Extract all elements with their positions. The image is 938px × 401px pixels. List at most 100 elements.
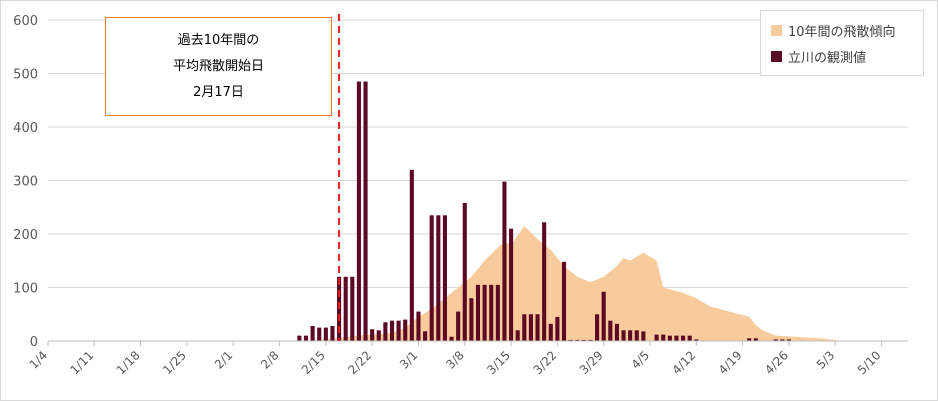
x-tick-label-2-1: 2/1 xyxy=(212,348,236,372)
x-tick-label-2-22: 2/22 xyxy=(345,348,374,377)
legend: 10年間の飛散傾向 立川の観測値 xyxy=(760,10,924,76)
bar-3-20 xyxy=(542,222,547,341)
bar-3-17 xyxy=(522,314,527,341)
bar-4-3 xyxy=(634,330,639,341)
y-tick-label-200: 200 xyxy=(13,228,38,243)
callout-line-3: 2月17日 xyxy=(193,84,244,100)
x-tick-label-3-1: 3/1 xyxy=(397,348,421,372)
x-tick-label-3-15: 3/15 xyxy=(484,348,513,377)
bar-3-13 xyxy=(495,284,500,341)
bar-4-26 xyxy=(786,339,791,341)
bar-4-8 xyxy=(667,335,672,341)
bar-4-1 xyxy=(621,330,626,341)
average-start-callout: 過去10年間の 平均飛散開始日 2月17日 xyxy=(105,17,332,116)
y-tick-label-100: 100 xyxy=(13,282,38,297)
observation-bars xyxy=(297,81,791,342)
x-tick-label-1-18: 1/18 xyxy=(114,348,143,377)
bar-4-9 xyxy=(674,335,679,341)
bar-3-2 xyxy=(423,331,428,341)
x-tick-label-5-3: 5/3 xyxy=(814,348,838,372)
bar-3-22 xyxy=(555,316,560,341)
legend-label-observed: 立川の観測値 xyxy=(788,50,867,66)
bar-2-25 xyxy=(389,320,395,341)
bar-3-14 xyxy=(502,181,507,341)
bar-3-3 xyxy=(429,215,434,341)
bar-4-2 xyxy=(628,330,633,341)
callout-line-2: 平均飛散開始日 xyxy=(172,58,264,74)
bar-4-7 xyxy=(661,334,666,341)
x-tick-label-5-10: 5/10 xyxy=(855,348,884,377)
bar-4-6 xyxy=(654,334,659,341)
bar-2-23 xyxy=(376,330,381,341)
x-tick-label-3-22: 3/22 xyxy=(531,348,560,377)
bar-2-14 xyxy=(317,327,322,342)
bar-3-26 xyxy=(581,339,586,341)
bar-3-25 xyxy=(575,339,580,341)
bar-3-1 xyxy=(416,311,421,341)
y-tick-label-400: 400 xyxy=(13,121,38,136)
bar-2-26 xyxy=(396,320,401,341)
x-tick-label-1-11: 1/11 xyxy=(67,348,96,377)
bar-2-16 xyxy=(330,326,335,341)
bar-4-4 xyxy=(641,331,646,341)
legend-item-observed: 立川の観測値 xyxy=(771,43,923,69)
bar-3-8 xyxy=(462,202,467,341)
x-tick-label-2-15: 2/15 xyxy=(299,348,328,377)
bar-3-23 xyxy=(561,261,567,341)
bar-3-31 xyxy=(614,323,619,341)
y-tick-label-500: 500 xyxy=(13,68,38,83)
x-tick-label-3-29: 3/29 xyxy=(577,348,606,377)
bar-4-25 xyxy=(780,339,785,341)
bar-4-12 xyxy=(694,339,699,341)
bar-2-13 xyxy=(310,326,315,341)
y-tick-label-600: 600 xyxy=(13,14,38,29)
bar-3-5 xyxy=(442,215,447,341)
bar-2-21 xyxy=(363,81,368,342)
bar-4-11 xyxy=(687,335,692,341)
legend-item-trend: 10年間の飛散傾向 xyxy=(771,17,923,43)
legend-swatch-trend xyxy=(771,24,782,36)
bar-2-24 xyxy=(383,322,388,341)
bar-3-27 xyxy=(588,339,593,341)
x-tick-label-2-8: 2/8 xyxy=(258,348,282,372)
bar-3-9 xyxy=(469,298,474,341)
x-tick-label-4-5: 4/5 xyxy=(629,348,653,372)
bar-3-30 xyxy=(608,320,613,341)
callout-line-1: 過去10年間の xyxy=(177,32,260,48)
bar-2-27 xyxy=(403,319,408,341)
y-tick-label-300: 300 xyxy=(13,175,38,190)
bar-3-21 xyxy=(548,323,553,341)
bar-4-21 xyxy=(753,338,758,341)
bar-4-20 xyxy=(747,338,752,341)
bar-4-24 xyxy=(773,339,778,341)
bar-3-18 xyxy=(528,314,533,341)
bar-3-12 xyxy=(489,284,494,341)
bar-4-10 xyxy=(681,335,686,341)
bar-2-18 xyxy=(343,276,348,341)
x-tick-label-1-4: 1/4 xyxy=(27,348,51,372)
bar-3-19 xyxy=(535,314,540,341)
bar-3-6 xyxy=(449,336,454,341)
bar-2-20 xyxy=(356,81,361,342)
bar-3-7 xyxy=(456,311,461,341)
bar-2-28 xyxy=(409,169,414,341)
legend-label-trend: 10年間の飛散傾向 xyxy=(788,24,896,40)
bar-3-15 xyxy=(509,228,514,341)
bar-2-15 xyxy=(323,327,328,342)
bar-3-16 xyxy=(515,330,520,341)
bar-3-10 xyxy=(475,284,481,341)
bar-3-28 xyxy=(595,314,600,341)
bar-3-4 xyxy=(436,215,441,341)
x-tick-label-1-25: 1/25 xyxy=(160,348,189,377)
x-tick-label-4-19: 4/19 xyxy=(716,348,745,377)
bar-2-19 xyxy=(350,276,355,341)
bar-3-11 xyxy=(482,284,487,341)
bar-2-12 xyxy=(303,335,309,341)
bar-2-22 xyxy=(370,329,375,341)
bar-3-29 xyxy=(601,291,606,341)
bar-3-24 xyxy=(568,339,573,341)
bar-2-11 xyxy=(297,335,302,341)
y-tick-label-0: 0 xyxy=(30,335,38,350)
legend-swatch-observed xyxy=(771,50,782,62)
